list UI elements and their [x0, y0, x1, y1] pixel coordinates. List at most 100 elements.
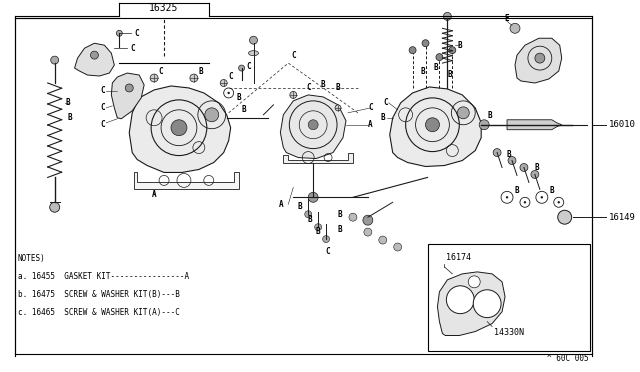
Text: C: C	[383, 98, 388, 108]
Circle shape	[305, 211, 312, 218]
Text: C: C	[326, 247, 330, 257]
Text: C: C	[134, 29, 138, 38]
Circle shape	[426, 118, 440, 132]
Circle shape	[90, 51, 99, 59]
Text: B: B	[447, 70, 452, 78]
Polygon shape	[438, 272, 505, 336]
Circle shape	[171, 120, 187, 136]
Circle shape	[205, 108, 219, 122]
Text: B: B	[433, 62, 438, 71]
Ellipse shape	[248, 51, 259, 56]
Text: B: B	[198, 67, 203, 76]
Polygon shape	[390, 87, 481, 167]
Text: 16325: 16325	[149, 3, 179, 13]
Circle shape	[51, 56, 59, 64]
Circle shape	[250, 36, 257, 44]
Text: B: B	[67, 113, 72, 122]
Text: E: E	[505, 14, 509, 23]
Circle shape	[557, 201, 560, 203]
Circle shape	[227, 92, 230, 94]
Text: C: C	[100, 86, 105, 96]
Text: C: C	[159, 67, 163, 76]
Circle shape	[150, 74, 158, 82]
Circle shape	[479, 120, 489, 130]
Polygon shape	[507, 120, 562, 130]
Circle shape	[220, 80, 227, 86]
Polygon shape	[280, 95, 346, 158]
Text: A: A	[279, 200, 284, 209]
Circle shape	[557, 210, 572, 224]
Text: C: C	[291, 51, 296, 60]
Polygon shape	[284, 153, 353, 163]
Circle shape	[493, 148, 501, 157]
Text: C: C	[130, 44, 134, 53]
Text: C: C	[228, 71, 233, 80]
Circle shape	[315, 224, 322, 231]
Text: 16149: 16149	[609, 213, 636, 222]
Text: B: B	[420, 67, 425, 76]
Circle shape	[524, 201, 526, 203]
Text: B: B	[380, 113, 385, 122]
Polygon shape	[111, 73, 144, 119]
Text: B: B	[236, 93, 241, 102]
Circle shape	[308, 120, 318, 130]
Text: B: B	[338, 225, 342, 234]
Circle shape	[535, 53, 545, 63]
Text: B: B	[316, 227, 321, 235]
Text: A: A	[367, 120, 372, 129]
Text: C: C	[306, 83, 310, 93]
Text: B: B	[458, 41, 463, 50]
Text: 14330N: 14330N	[494, 328, 524, 337]
Bar	[428, 244, 589, 352]
Text: B: B	[534, 163, 539, 172]
Text: B: B	[241, 105, 246, 114]
Circle shape	[541, 196, 543, 199]
Circle shape	[510, 23, 520, 33]
Text: B: B	[336, 83, 340, 93]
Text: b. 16475  SCREW & WASHER KIT(B)---B: b. 16475 SCREW & WASHER KIT(B)---B	[18, 290, 180, 299]
Text: C: C	[369, 103, 373, 112]
Text: NOTES): NOTES)	[18, 254, 45, 263]
Circle shape	[125, 84, 133, 92]
Text: B: B	[321, 80, 325, 90]
Text: C: C	[100, 103, 105, 112]
Circle shape	[436, 54, 443, 61]
Text: 16174: 16174	[446, 253, 472, 262]
Polygon shape	[75, 43, 115, 76]
Text: B: B	[507, 150, 511, 159]
Text: A: A	[152, 190, 156, 199]
Circle shape	[363, 215, 373, 225]
Circle shape	[508, 157, 516, 164]
Text: B: B	[298, 202, 303, 211]
Circle shape	[506, 196, 508, 199]
Circle shape	[364, 228, 372, 236]
Circle shape	[349, 213, 357, 221]
Circle shape	[444, 12, 451, 20]
Text: C: C	[100, 120, 105, 129]
Circle shape	[468, 276, 480, 288]
Circle shape	[323, 235, 330, 243]
Circle shape	[520, 164, 528, 171]
Text: B: B	[338, 210, 342, 219]
Circle shape	[458, 107, 469, 119]
Circle shape	[394, 243, 402, 251]
Text: C: C	[246, 62, 251, 71]
Circle shape	[290, 92, 297, 98]
Circle shape	[116, 30, 122, 36]
Circle shape	[446, 286, 474, 314]
Circle shape	[335, 105, 341, 111]
Circle shape	[409, 47, 416, 54]
Text: B: B	[515, 186, 519, 195]
Polygon shape	[129, 86, 230, 173]
Polygon shape	[134, 173, 239, 189]
Circle shape	[190, 74, 198, 82]
Text: B: B	[65, 98, 70, 108]
Circle shape	[422, 40, 429, 47]
Circle shape	[379, 236, 387, 244]
Circle shape	[449, 47, 456, 54]
Circle shape	[473, 290, 501, 318]
Text: c. 16465  SCREW & WASHER KIT(A)---C: c. 16465 SCREW & WASHER KIT(A)---C	[18, 308, 180, 317]
Polygon shape	[515, 38, 562, 83]
Text: B: B	[550, 186, 554, 195]
Circle shape	[239, 65, 244, 71]
